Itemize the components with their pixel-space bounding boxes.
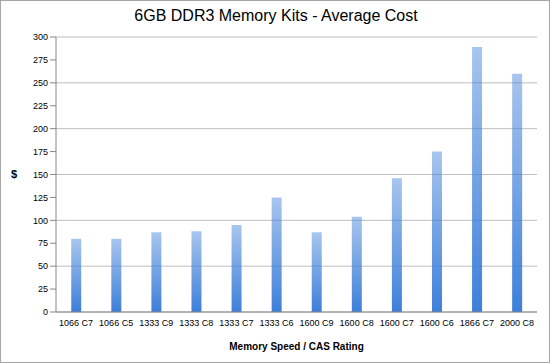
- svg-text:225: 225: [33, 101, 48, 111]
- svg-text:75: 75: [38, 238, 48, 248]
- svg-text:1333 C9: 1333 C9: [139, 318, 173, 328]
- svg-text:175: 175: [33, 147, 48, 157]
- svg-text:1600 C7: 1600 C7: [380, 318, 414, 328]
- svg-text:1866 C7: 1866 C7: [460, 318, 494, 328]
- html-text:6GB DDR3 Memory Kits - Average: 6GB DDR3 Memory Kits - Average Cost: [134, 7, 418, 24]
- svg-text:1600 C6: 1600 C6: [420, 318, 454, 328]
- svg-text:50: 50: [38, 261, 48, 271]
- svg-text:300: 300: [33, 32, 48, 42]
- svg-text:275: 275: [33, 55, 48, 65]
- svg-text:2000 C8: 2000 C8: [500, 318, 534, 328]
- svg-text:1600 C8: 1600 C8: [340, 318, 374, 328]
- svg-text:200: 200: [33, 124, 48, 134]
- svg-text:25: 25: [38, 284, 48, 294]
- svg-text:1333 C8: 1333 C8: [179, 318, 213, 328]
- svg-text:1066 C7: 1066 C7: [59, 318, 93, 328]
- svg-text:1333 C6: 1333 C6: [259, 318, 293, 328]
- svg-text:250: 250: [33, 78, 48, 88]
- svg-text:150: 150: [33, 170, 48, 180]
- svg-text:$: $: [11, 168, 17, 180]
- svg-text:1600 C9: 1600 C9: [300, 318, 334, 328]
- svg-text:1333 C7: 1333 C7: [219, 318, 253, 328]
- svg-text:Memory Speed / CAS Rating: Memory Speed / CAS Rating: [229, 341, 363, 352]
- svg-text:0: 0: [43, 307, 48, 317]
- svg-text:125: 125: [33, 193, 48, 203]
- svg-text:1066 C5: 1066 C5: [99, 318, 133, 328]
- svg-text:100: 100: [33, 216, 48, 226]
